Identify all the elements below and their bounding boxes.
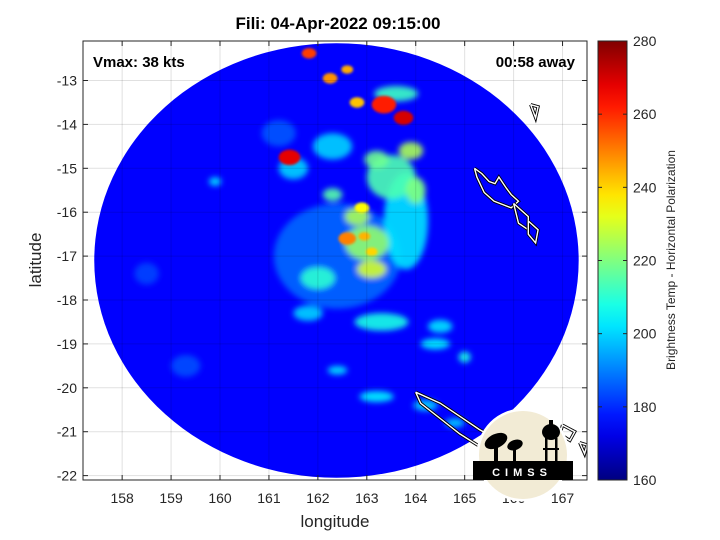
- y-tick-label: -15: [57, 160, 77, 176]
- logo-text: CIMSS: [492, 467, 552, 479]
- satellite-dish-icon: [484, 432, 523, 462]
- swath-feature: [405, 177, 426, 204]
- brightness-temp-swath: [94, 43, 579, 478]
- x-tick-label: 164: [404, 490, 428, 506]
- convective-hotspot: [341, 65, 354, 74]
- colorbar-tick-label: 240: [633, 179, 657, 195]
- colorbar-tick-label: 280: [633, 33, 657, 49]
- convective-hotspot: [365, 247, 378, 256]
- colorbar-tick-label: 220: [633, 253, 657, 269]
- y-tick-label: -19: [57, 336, 77, 352]
- y-tick-label: -16: [57, 204, 77, 220]
- swath-feature: [398, 141, 424, 160]
- coastline: [527, 220, 539, 245]
- y-tick-label: -20: [57, 380, 77, 396]
- x-tick-label: 161: [257, 490, 281, 506]
- y-tick-label: -18: [57, 292, 77, 308]
- swath-feature: [261, 120, 296, 147]
- colorbar-tick-label: 260: [633, 106, 657, 122]
- swath-feature: [420, 338, 450, 350]
- swath-feature: [312, 133, 353, 160]
- swath-feature: [322, 188, 343, 202]
- convective-hotspot: [322, 73, 338, 84]
- swath-feature: [344, 225, 389, 261]
- y-tick-label: -13: [57, 73, 77, 89]
- x-axis-ticks: 158159160161162163164165166167: [110, 41, 574, 506]
- vmax-annotation: Vmax: 38 kts: [93, 54, 185, 71]
- chart-title: Fili: 04-Apr-2022 09:15:00: [235, 14, 440, 33]
- convective-hotspot: [301, 48, 317, 59]
- x-tick-label: 167: [551, 490, 575, 506]
- colorbar-tick-label: 200: [633, 326, 657, 342]
- convective-hotspot: [358, 232, 371, 241]
- x-tick-label: 165: [453, 490, 477, 506]
- swath-field: [94, 43, 579, 478]
- y-tick-label: -21: [57, 424, 77, 440]
- cimss-logo: CIMSS: [473, 408, 573, 502]
- axes-box: [82, 40, 588, 481]
- swath-feature: [458, 351, 471, 363]
- swath-feature: [293, 305, 323, 321]
- convective-hotspot: [349, 97, 365, 108]
- swath-feature: [171, 354, 201, 377]
- coastline: [579, 442, 587, 456]
- swath-feature: [327, 365, 348, 375]
- swath-feature: [134, 262, 159, 285]
- coastline: [530, 104, 539, 121]
- colorbar-tick-label: 180: [633, 399, 657, 415]
- x-axis-label: longitude: [300, 512, 369, 531]
- swath-feature: [357, 260, 387, 279]
- swath-feature: [300, 267, 335, 290]
- x-tick-label: 159: [159, 490, 183, 506]
- convective-hotspot: [354, 202, 370, 214]
- swath-feature: [427, 319, 453, 333]
- convective-hotspot: [371, 95, 397, 114]
- swath-feature: [364, 150, 389, 169]
- grid-lines: [83, 41, 587, 480]
- colorbar: [598, 41, 627, 480]
- x-tick-label: 163: [355, 490, 379, 506]
- swath-feature: [354, 313, 409, 331]
- colorbar-ticks: 280 260 240 220 200 180 160: [598, 33, 657, 488]
- y-tick-label: -17: [57, 248, 77, 264]
- colorbar-tick-label: 160: [633, 472, 657, 488]
- y-tick-label: -22: [57, 468, 77, 484]
- y-tick-label: -14: [57, 116, 77, 132]
- logo-band: [473, 461, 573, 480]
- swath-feature: [209, 177, 222, 186]
- convective-hotspot: [393, 110, 414, 125]
- y-axis-ticks: -13 -14 -15 -16 -17 -18 -19 -20 -21 -22: [57, 73, 587, 484]
- water-tower-icon: [542, 420, 560, 462]
- x-tick-label: 158: [110, 490, 134, 506]
- swath-layer: [94, 43, 579, 478]
- coastline: [473, 167, 520, 209]
- convective-hotspot: [278, 149, 301, 166]
- convective-hotspot: [338, 232, 357, 245]
- x-tick-label: 162: [306, 490, 330, 506]
- time-away-annotation: 00:58 away: [496, 54, 576, 71]
- y-axis-label: latitude: [26, 233, 45, 288]
- x-tick-label: 160: [208, 490, 232, 506]
- swath-feature: [359, 391, 394, 403]
- colorbar-label: Brightness Temp - Horizontal Polarizatio…: [664, 150, 678, 370]
